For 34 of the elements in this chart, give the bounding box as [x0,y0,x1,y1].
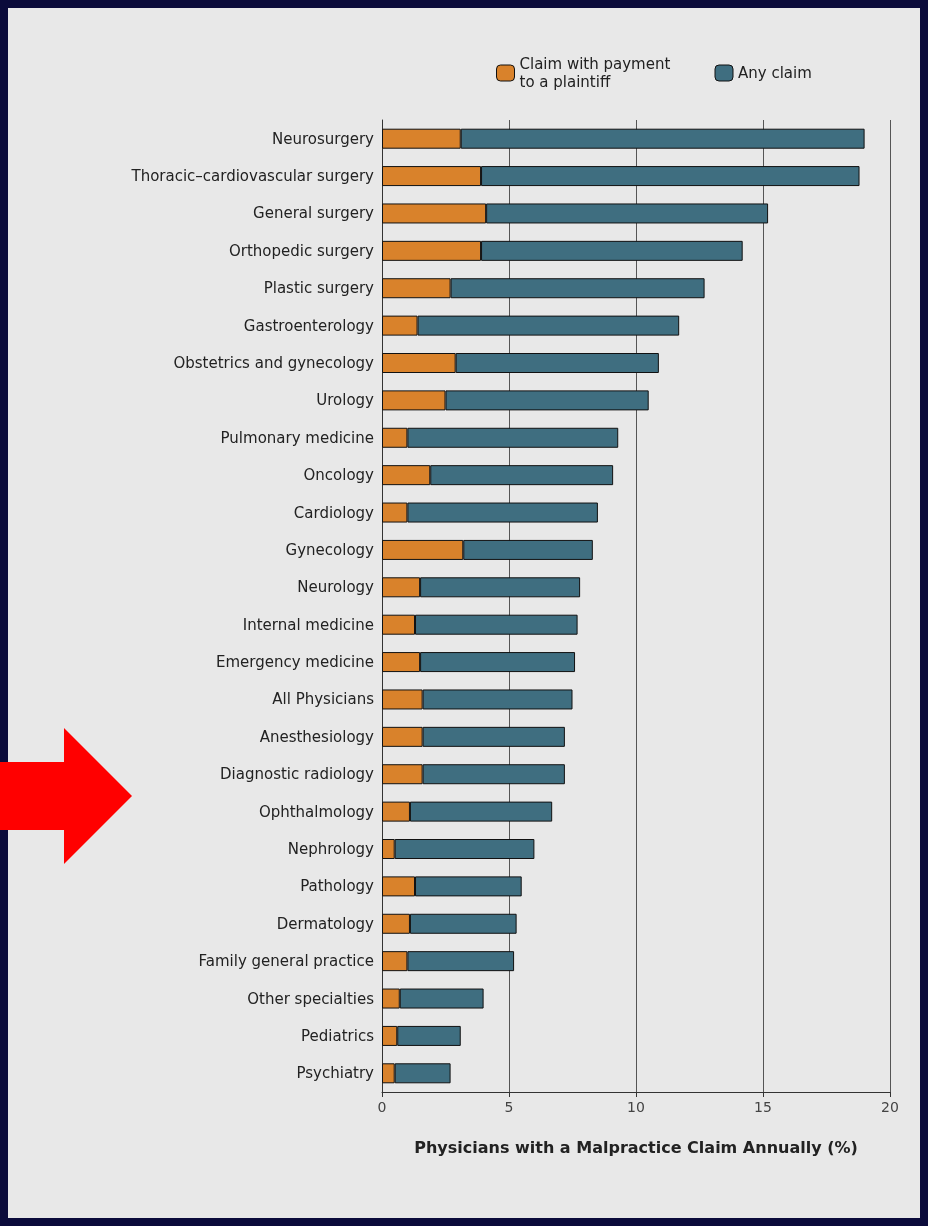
y-tick-label: Urology [316,391,375,410]
y-tick-label: Psychiatry [296,1064,375,1083]
y-tick-label: Pulmonary medicine [220,428,374,447]
y-tick-label: Oncology [303,466,375,485]
x-tick-label: 10 [627,1099,645,1115]
x-tick-label: 20 [881,1099,899,1115]
x-tick-label: 15 [754,1099,772,1115]
y-tick-label: Gynecology [285,540,375,559]
y-tick-label: Pediatrics [301,1026,375,1045]
y-tick-label: Family general practice [198,952,374,971]
y-tick-label: Dermatology [276,914,375,933]
y-tick-label: Plastic surgery [263,279,375,298]
y-tick-label: General surgery [253,204,375,223]
y-tick-label: Emergency medicine [215,653,374,672]
y-tick-label: Anesthesiology [259,727,375,746]
y-tick-label: Diagnostic radiology [220,765,375,784]
y-tick-label: Cardiology [293,503,375,522]
y-tick-label: Gastroenterology [243,316,375,335]
y-tick-label: Thoracic–cardiovascular surgery [130,167,375,186]
y-tick-label: Pathology [300,877,375,896]
y-tick-label: Orthopedic surgery [228,241,375,260]
legend-label: Any claim [738,64,812,82]
y-tick-label: Obstetrics and gynecology [173,354,375,372]
y-tick-label: Ophthalmology [258,802,375,821]
legend-label: Claim with payment to a plaintiff [519,55,676,91]
y-tick-label: Neurology [297,578,375,597]
y-tick-label: Other specialties [247,989,375,1008]
y-tick-label: All Physicians [272,690,375,709]
y-tick-label: Neurosurgery [272,129,375,148]
x-tick-label: 0 [377,1099,387,1115]
y-tick-label: Internal medicine [242,615,374,634]
y-tick-label: Nephrology [287,840,375,858]
x-tick-label: 5 [504,1099,514,1115]
x-axis-title: Physicians with a Malpractice Claim Annually (%) [414,1137,858,1157]
